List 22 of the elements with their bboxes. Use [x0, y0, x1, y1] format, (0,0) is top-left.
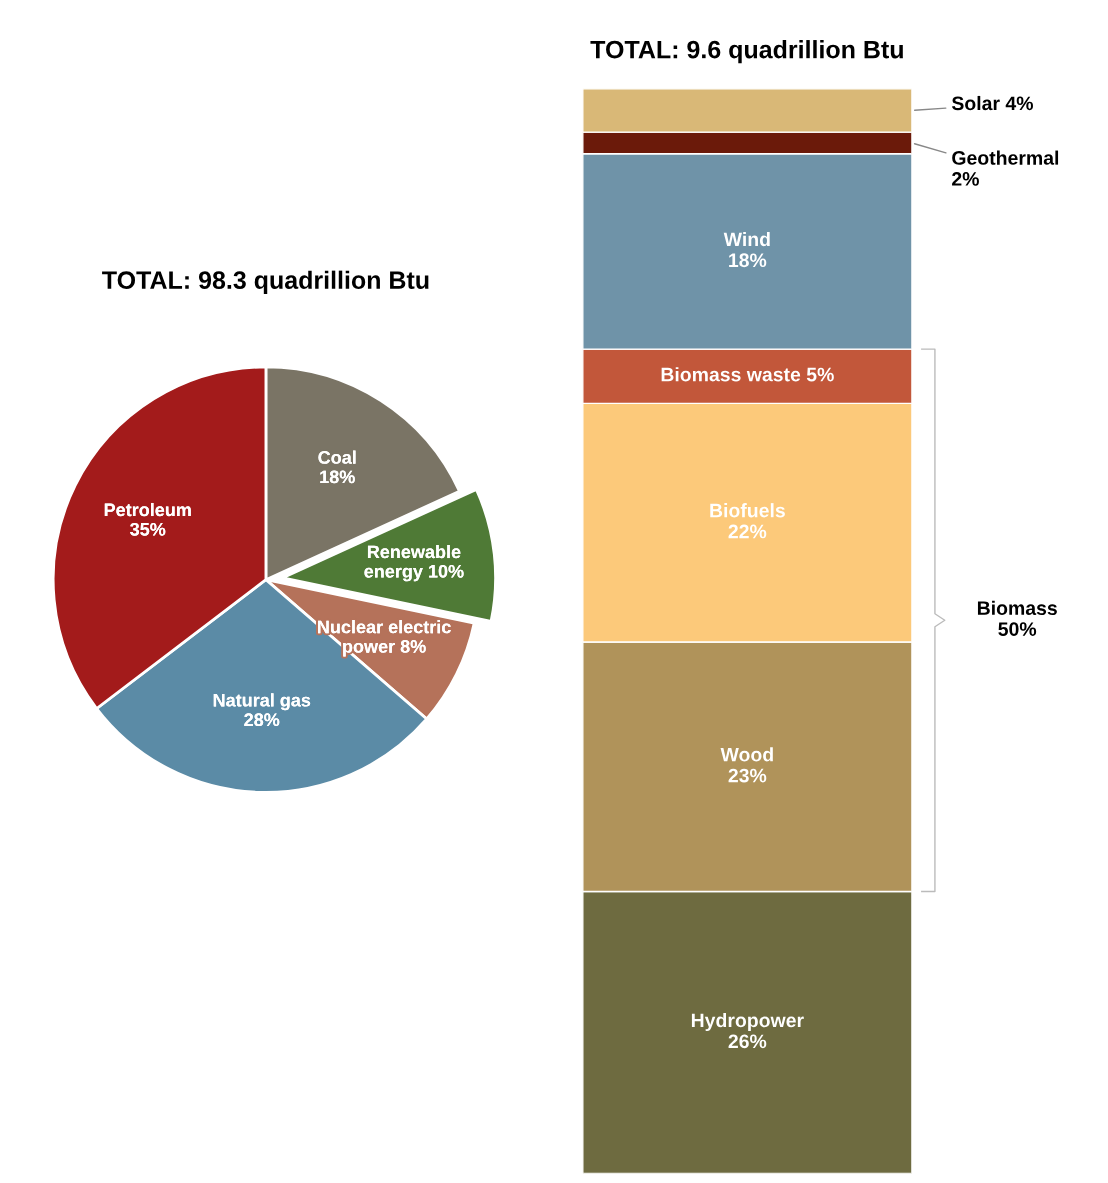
data-label: 26%	[728, 1034, 767, 1049]
text: Biomass waste 5%	[661, 367, 834, 382]
data-label: 28%	[244, 713, 280, 727]
text: Geothermal	[952, 150, 1059, 165]
data-label: 2%	[952, 172, 979, 186]
data-label: 18%	[729, 253, 767, 268]
data-label: 23%	[728, 768, 767, 783]
slice-label: Petroleum	[104, 502, 191, 517]
chart-title: TOTAL: 98.3 quadrillion Btu	[102, 270, 429, 294]
data-label: 22%	[728, 524, 767, 539]
series-label: Biofuels	[710, 503, 785, 518]
chart-title: TOTAL: 9.6 quadrillion Btu	[590, 40, 903, 64]
series-label: Wood	[720, 747, 773, 762]
slice-label: Natural gas	[213, 693, 311, 711]
data-label: 18%	[320, 470, 355, 484]
data-label: 35%	[130, 522, 166, 536]
text: Biomass 50%	[977, 600, 1057, 636]
slice-label: Renewable energy 10%	[364, 544, 464, 582]
series-label: Hydropower	[691, 1012, 804, 1032]
text: Solar 4%	[951, 95, 1033, 111]
series-label: Wind	[723, 231, 770, 247]
slice-label: Coal	[318, 450, 356, 464]
